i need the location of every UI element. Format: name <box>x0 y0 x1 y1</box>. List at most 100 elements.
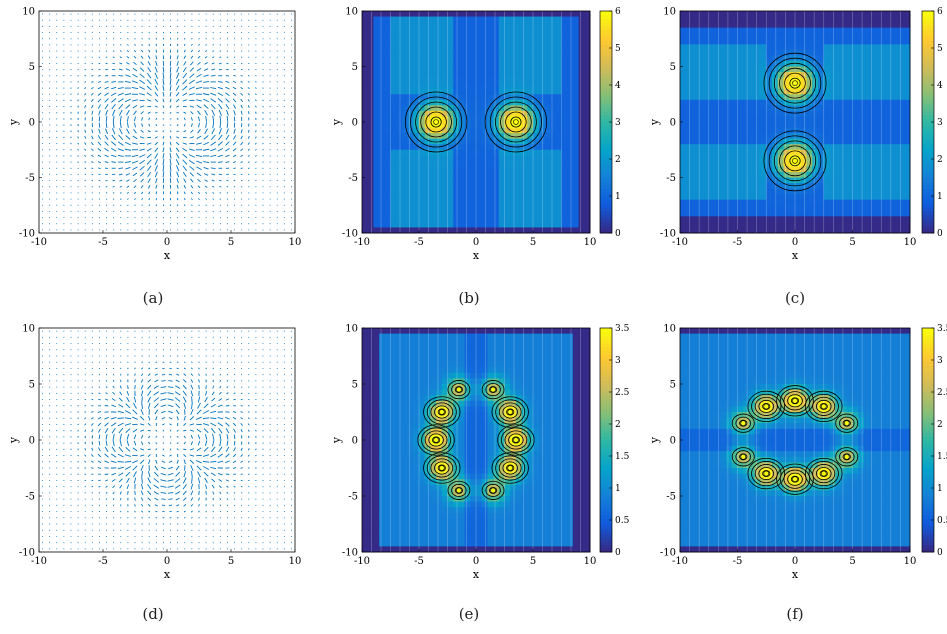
heatmap-cell <box>379 100 385 106</box>
heatmap-cell <box>847 116 853 122</box>
heatmap-cell <box>459 189 465 195</box>
heatmap-cell <box>516 11 522 17</box>
heatmap-cell <box>442 172 448 178</box>
heatmap-cell <box>795 122 801 128</box>
heatmap-cell <box>562 83 568 89</box>
heatmap-cell <box>887 33 893 39</box>
heatmap-cell <box>830 172 836 178</box>
heatmap-cell <box>743 200 749 206</box>
heatmap-cell <box>436 178 442 184</box>
axes-frame <box>39 11 295 233</box>
heatmap-cell <box>573 78 579 84</box>
colorbar-swatch <box>922 159 934 163</box>
heatmap-cell <box>453 22 459 28</box>
heatmap-cell <box>904 128 910 134</box>
heatmap-cell <box>778 33 784 39</box>
heatmap-cell <box>567 122 573 128</box>
heatmap-cell <box>824 50 830 56</box>
heatmap-cell <box>755 128 761 134</box>
heatmap-cell <box>755 22 761 28</box>
quiver-arrow <box>133 179 136 182</box>
heatmap-cell <box>368 28 374 34</box>
heatmap-cell <box>562 161 568 167</box>
heatmap-cell <box>373 122 379 128</box>
colorbar-tick-label: 1 <box>615 192 621 202</box>
heatmap-cell <box>470 111 476 117</box>
heatmap-cell <box>579 178 585 184</box>
heatmap-cell <box>482 44 488 50</box>
quiver-arrow <box>163 112 164 114</box>
quiver-arrow <box>141 50 142 52</box>
heatmap-cell <box>567 111 573 117</box>
heatmap-cell <box>847 72 853 78</box>
heatmap-cell <box>539 227 545 233</box>
heatmap-cell <box>419 183 425 189</box>
heatmap-cell <box>539 200 545 206</box>
heatmap-cell <box>697 72 703 78</box>
heatmap-cell <box>904 122 910 128</box>
heatmap-cell <box>396 11 402 17</box>
quiver-arrow <box>220 45 221 46</box>
heatmap-cell <box>778 216 784 222</box>
heatmap-cell <box>402 94 408 100</box>
quiver-arrow <box>170 165 171 171</box>
quiver-arrow <box>125 81 131 82</box>
quiver-arrow <box>203 81 209 82</box>
heatmap-cell <box>732 111 738 117</box>
heatmap-cell <box>584 211 590 217</box>
heatmap-cell <box>772 178 778 184</box>
heatmap-cell <box>761 227 767 233</box>
heatmap-cell <box>755 139 761 145</box>
quiver-arrow <box>241 75 243 76</box>
heatmap-cell <box>584 166 590 172</box>
y-tick-label: 10 <box>345 7 358 18</box>
y-tick-label: 5 <box>670 62 676 73</box>
heatmap-cell <box>692 194 698 200</box>
heatmap-cell <box>726 150 732 156</box>
heatmap-cell <box>680 17 686 23</box>
quiver-arrow <box>185 38 186 39</box>
heatmap-cell <box>692 89 698 95</box>
heatmap-cell <box>807 39 813 45</box>
heatmap-cell <box>686 94 692 100</box>
heatmap-cell <box>442 139 448 145</box>
heatmap-cell <box>853 166 859 172</box>
heatmap-cell <box>453 200 459 206</box>
colorbar-swatch <box>600 174 612 178</box>
heatmap-cell <box>556 227 562 233</box>
heatmap-cell <box>801 44 807 50</box>
heatmap-cell <box>413 67 419 73</box>
heatmap-cell <box>841 194 847 200</box>
heatmap-cell <box>510 222 516 228</box>
heatmap-cell <box>824 227 830 233</box>
heatmap-cell <box>482 183 488 189</box>
heatmap-cell <box>755 94 761 100</box>
heatmap-cell <box>847 50 853 56</box>
heatmap-cell <box>858 67 864 73</box>
heatmap-cell <box>425 83 431 89</box>
heatmap-cell <box>487 183 493 189</box>
heatmap-cell <box>430 222 436 228</box>
heatmap-cell <box>402 61 408 67</box>
heatmap-cell <box>743 83 749 89</box>
heatmap-cell <box>465 189 471 195</box>
heatmap-cell <box>726 189 732 195</box>
heatmap-cell <box>425 72 431 78</box>
heatmap-cell <box>738 189 744 195</box>
heatmap-cell <box>373 178 379 184</box>
heatmap-cell <box>533 227 539 233</box>
heatmap-cell <box>425 17 431 23</box>
heatmap-cell <box>413 216 419 222</box>
heatmap-cell <box>881 155 887 161</box>
heatmap-cell <box>795 222 801 228</box>
heatmap-cell <box>544 116 550 122</box>
heatmap-cell <box>835 122 841 128</box>
heatmap-cell <box>749 128 755 134</box>
heatmap-cell <box>686 133 692 139</box>
quiver-arrow <box>198 117 199 122</box>
quiver-arrow <box>220 51 221 52</box>
heatmap-cell <box>715 28 721 34</box>
heatmap-cell <box>442 155 448 161</box>
heatmap-cell <box>522 61 528 67</box>
heatmap-cell <box>732 227 738 233</box>
